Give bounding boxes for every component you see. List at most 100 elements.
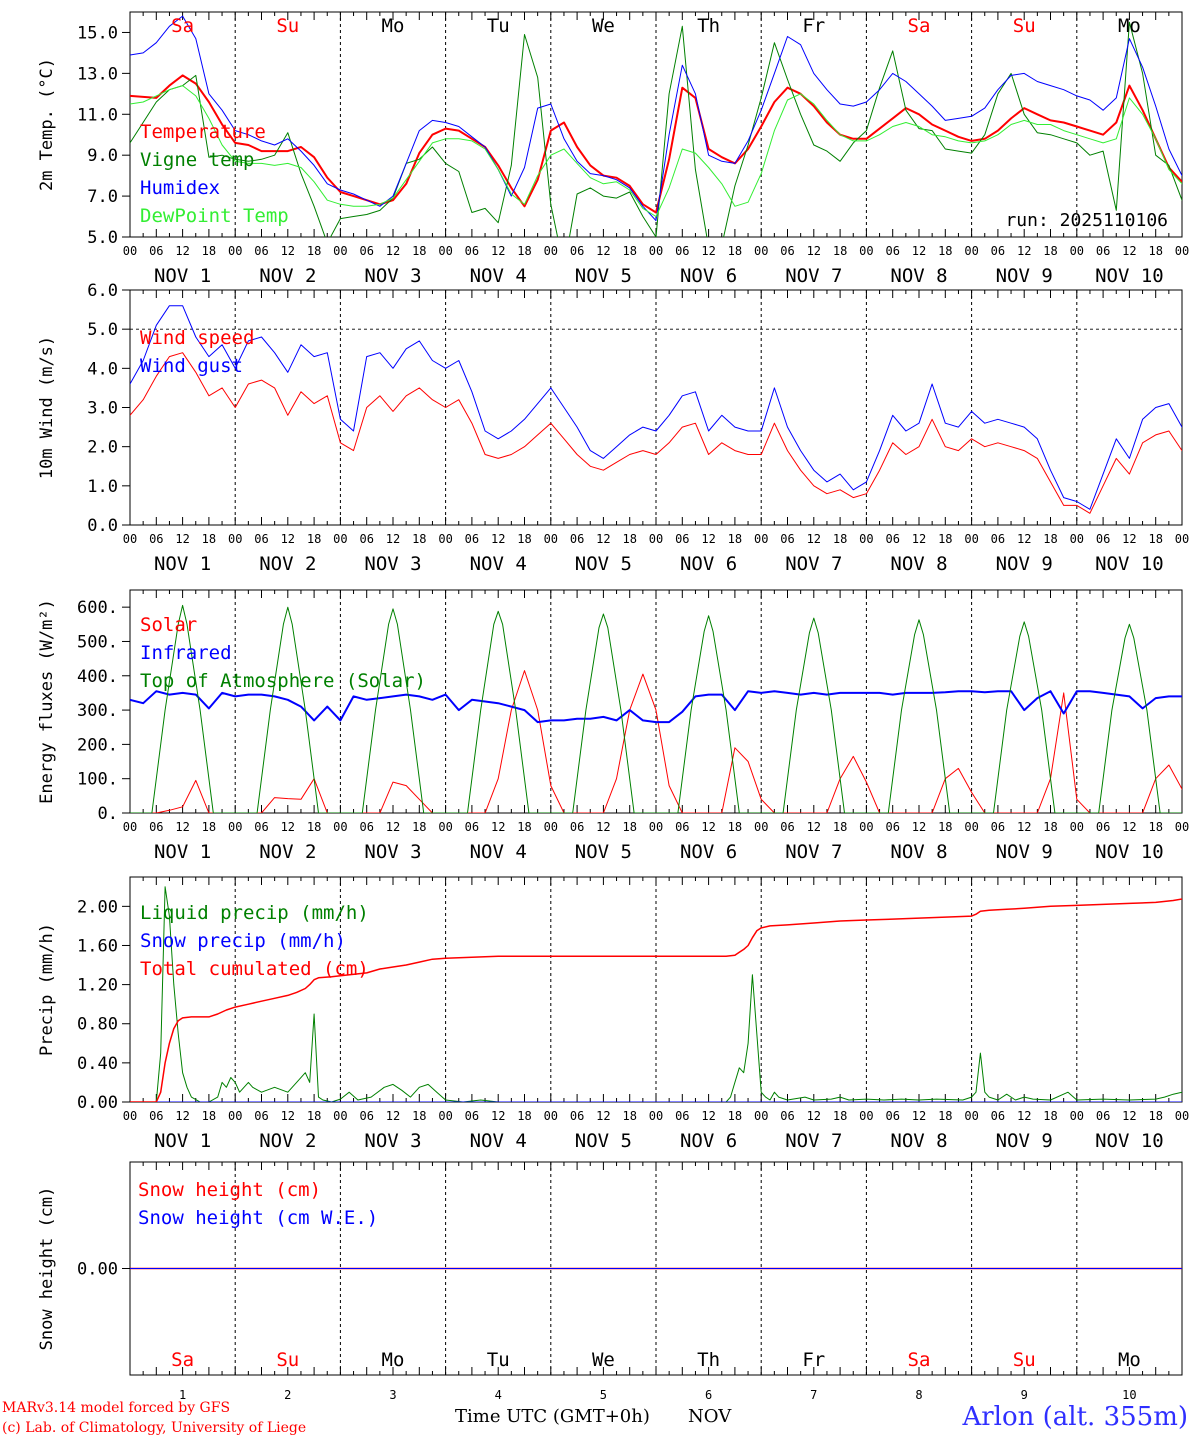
x-hour-label: 00 [438, 820, 452, 834]
x-hour-label: 06 [254, 244, 268, 258]
x-hour-label: 06 [254, 532, 268, 546]
y-tick-label: 0.00 [77, 1093, 118, 1113]
x-hour-label: 00 [964, 532, 978, 546]
x-hour-label: 06 [780, 1109, 794, 1123]
day-number-label: 10 [1122, 1388, 1136, 1402]
x-hour-label: 00 [859, 1109, 873, 1123]
legend-entry: Vigne temp [140, 149, 254, 171]
y-axis-title: Energy fluxes (W/m²) [37, 599, 57, 804]
x-hour-label: 00 [544, 820, 558, 834]
panel-temp: 5.0 7.0 9.0 11.0 13.0 15.0 2m Temp. (°C) 00 06 12… [37, 11, 1189, 287]
x-hour-label: 12 [1122, 820, 1136, 834]
x-date-label: NOV 4 [470, 841, 527, 863]
x-hour-label: 12 [912, 532, 926, 546]
day-of-week-label: Su [276, 1349, 299, 1371]
x-hour-label: 12 [807, 244, 821, 258]
x-hour-label: 00 [649, 244, 663, 258]
x-hour-label: 06 [991, 820, 1005, 834]
x-hour-label: 12 [1017, 244, 1031, 258]
y-tick-label: 0.80 [77, 1015, 118, 1035]
y-axis-title: Precip (mm/h) [37, 923, 57, 1056]
x-hour-label: 06 [885, 244, 899, 258]
legend-entry: Wind speed [140, 327, 254, 349]
x-axis-month: NOV [688, 1406, 732, 1427]
series-vigne-temp [130, 21, 1182, 237]
day-number-label: 6 [705, 1388, 712, 1402]
x-hour-label: 18 [622, 244, 636, 258]
x-hour-label: 12 [281, 532, 295, 546]
legend-entry: Wind gust [140, 355, 243, 377]
series-solar [130, 670, 1182, 813]
lab-credit: (c) Lab. of Climatology, University of L… [2, 1420, 307, 1436]
x-date-label: NOV 2 [259, 1130, 316, 1152]
y-tick-label: 6.0 [87, 281, 118, 301]
x-hour-label: 00 [438, 532, 452, 546]
day-number-label: 5 [600, 1388, 607, 1402]
series-temperature [130, 74, 1182, 214]
day-number-label: 4 [495, 1388, 502, 1402]
x-hour-label: 12 [491, 532, 505, 546]
x-hour-label: 12 [1122, 532, 1136, 546]
y-tick-label: 5.0 [87, 228, 118, 248]
x-hour-label: 00 [1175, 1109, 1189, 1123]
x-hour-label: 12 [701, 244, 715, 258]
x-hour-label: 12 [807, 1109, 821, 1123]
legend-entry: Humidex [140, 177, 220, 199]
x-hour-label: 00 [964, 244, 978, 258]
x-hour-label: 12 [912, 244, 926, 258]
x-hour-label: 00 [754, 1109, 768, 1123]
x-hour-label: 18 [938, 532, 952, 546]
x-hour-label: 06 [780, 532, 794, 546]
x-hour-label: 18 [517, 1109, 531, 1123]
x-hour-label: 18 [1148, 820, 1162, 834]
x-hour-label: 00 [859, 244, 873, 258]
x-hour-label: 00 [649, 532, 663, 546]
x-date-label: NOV 8 [890, 1130, 947, 1152]
series-liquid-precip-mm-h [130, 886, 1182, 1102]
x-date-label: NOV 4 [470, 1130, 527, 1152]
y-tick-label: 100. [77, 770, 118, 790]
x-hour-label: 12 [175, 244, 189, 258]
y-tick-label: 0. [98, 804, 118, 824]
legend-entry: Top of Atmosphere (Solar) [140, 670, 426, 692]
x-hour-label: 06 [149, 532, 163, 546]
x-hour-label: 00 [1070, 1109, 1084, 1123]
x-hour-label: 00 [859, 532, 873, 546]
series-infrared [130, 690, 1182, 724]
x-date-label: NOV 6 [680, 553, 737, 575]
y-axis-title: 10m Wind (m/s) [37, 336, 57, 479]
x-date-label: NOV 9 [996, 553, 1053, 575]
x-hour-label: 18 [622, 532, 636, 546]
y-tick-label: 500. [77, 632, 118, 652]
x-hour-label: 18 [307, 244, 321, 258]
y-tick-label: 300. [77, 701, 118, 721]
x-hour-label: 00 [228, 244, 242, 258]
x-hour-label: 18 [1043, 820, 1057, 834]
series-humidex [130, 15, 1182, 222]
x-date-label: NOV 5 [575, 553, 632, 575]
x-date-label: NOV 9 [996, 1130, 1053, 1152]
x-hour-label: 00 [1070, 532, 1084, 546]
x-hour-label: 00 [123, 244, 137, 258]
x-hour-label: 18 [1043, 532, 1057, 546]
x-hour-label: 12 [596, 820, 610, 834]
x-hour-label: 18 [412, 532, 426, 546]
x-hour-label: 18 [622, 820, 636, 834]
y-tick-label: 2.00 [77, 897, 118, 917]
x-hour-label: 18 [412, 1109, 426, 1123]
x-hour-label: 18 [728, 1109, 742, 1123]
series-top-of-atmosphere-solar [130, 604, 1182, 813]
x-hour-label: 00 [544, 244, 558, 258]
x-date-label: NOV 9 [996, 841, 1053, 863]
x-hour-label: 06 [465, 244, 479, 258]
x-hour-label: 06 [1096, 244, 1110, 258]
x-hour-label: 06 [359, 532, 373, 546]
x-hour-label: 18 [202, 820, 216, 834]
day-of-week-label: We [592, 1349, 615, 1371]
x-hour-label: 06 [675, 820, 689, 834]
x-hour-label: 12 [596, 532, 610, 546]
legend-entry: Snow height (cm) [138, 1179, 321, 1201]
x-date-label: NOV 3 [364, 841, 421, 863]
station-name: Arlon (alt. 355m) [962, 1402, 1188, 1432]
x-date-label: NOV 3 [364, 265, 421, 287]
